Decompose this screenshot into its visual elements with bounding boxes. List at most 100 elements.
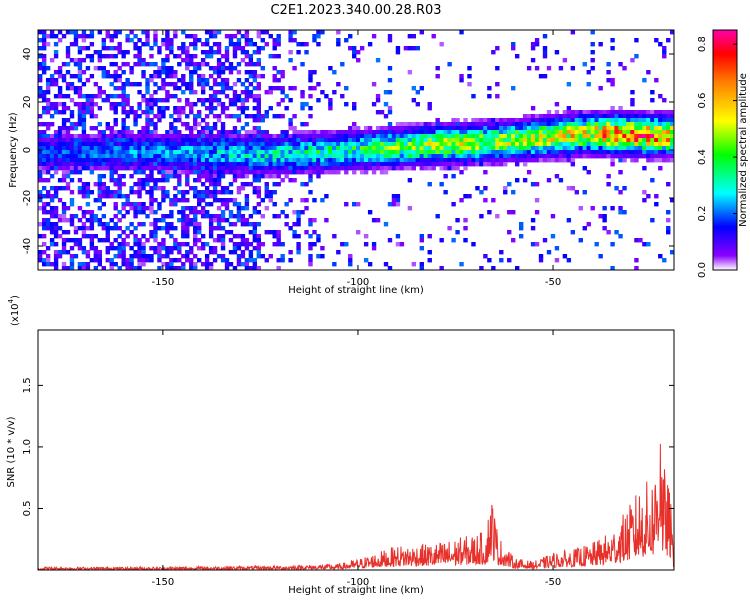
heatmap-cell bbox=[344, 142, 349, 147]
heatmap-cell bbox=[129, 150, 134, 155]
heatmap-cell bbox=[220, 78, 226, 83]
heatmap-cell bbox=[169, 258, 174, 263]
heatmap-cell bbox=[53, 78, 59, 83]
heatmap-cell bbox=[133, 110, 138, 115]
heatmap-cell bbox=[149, 166, 154, 171]
heatmap-cell bbox=[650, 126, 655, 131]
heatmap-cell bbox=[240, 110, 246, 115]
heatmap-cell bbox=[650, 146, 655, 151]
heatmap-cell bbox=[200, 162, 206, 167]
heatmap-cell bbox=[403, 122, 409, 127]
heatmap-cell bbox=[423, 130, 428, 135]
heatmap-cell bbox=[654, 130, 659, 135]
heatmap-cell bbox=[220, 146, 226, 151]
heatmap-cell bbox=[304, 182, 309, 187]
heatmap-cell bbox=[304, 130, 309, 135]
heatmap-cell bbox=[200, 154, 206, 159]
heatmap-cell bbox=[320, 154, 325, 159]
heatmap-cell bbox=[264, 142, 269, 147]
heatmap-cell bbox=[415, 142, 421, 147]
heatmap-cell bbox=[630, 118, 635, 123]
heatmap-cell bbox=[491, 142, 496, 147]
heatmap-cell bbox=[312, 38, 317, 43]
heatmap-cell bbox=[197, 130, 202, 135]
heatmap-cell bbox=[300, 162, 305, 167]
heatmap-cell bbox=[264, 190, 269, 195]
heatmap-cell bbox=[610, 138, 615, 143]
heatmap-cell bbox=[228, 42, 234, 47]
heatmap-cell bbox=[38, 142, 43, 147]
heatmap-cell bbox=[479, 118, 484, 123]
heatmap-cell bbox=[308, 130, 313, 135]
heatmap-cell bbox=[89, 258, 95, 263]
heatmap-cell bbox=[471, 146, 476, 151]
heatmap-cell bbox=[236, 42, 242, 47]
heatmap-cell bbox=[467, 142, 472, 147]
heatmap-cell bbox=[73, 42, 79, 47]
heatmap-cell bbox=[189, 262, 194, 267]
heatmap-cell bbox=[208, 190, 214, 195]
heatmap-cell bbox=[467, 194, 472, 199]
heatmap-cell bbox=[204, 78, 210, 83]
heatmap-cell bbox=[236, 186, 242, 191]
heatmap-cell bbox=[65, 86, 71, 91]
heatmap-cell bbox=[105, 250, 110, 255]
heatmap-cell bbox=[204, 50, 210, 55]
heatmap-cell bbox=[165, 174, 170, 179]
heatmap-cell bbox=[610, 130, 615, 135]
heatmap-cell bbox=[260, 198, 265, 203]
heatmap-cell bbox=[522, 154, 528, 159]
heatmap-cell bbox=[121, 202, 126, 207]
heatmap-cell bbox=[61, 150, 67, 155]
heatmap-cell bbox=[618, 190, 623, 195]
heatmap-cell bbox=[121, 70, 126, 75]
heatmap-cell bbox=[185, 102, 190, 107]
heatmap-cell bbox=[121, 130, 126, 135]
heatmap-cell bbox=[177, 190, 182, 195]
heatmap-cell bbox=[193, 234, 198, 239]
heatmap-cell bbox=[487, 146, 492, 151]
heatmap-cell bbox=[208, 234, 214, 239]
heatmap-cell bbox=[169, 42, 174, 47]
heatmap-cell bbox=[570, 162, 576, 167]
heatmap-cell bbox=[499, 118, 504, 123]
heatmap-cell bbox=[153, 130, 158, 135]
heatmap-cell bbox=[173, 94, 178, 99]
heatmap-cell bbox=[157, 118, 162, 123]
heatmap-cell bbox=[197, 190, 202, 195]
heatmap-cell bbox=[276, 150, 281, 155]
heatmap-cell bbox=[93, 218, 99, 223]
heatmap-cell bbox=[224, 186, 230, 191]
heatmap-cell bbox=[145, 134, 150, 139]
heatmap-cell bbox=[467, 134, 472, 139]
heatmap-cell bbox=[141, 186, 146, 191]
heatmap-cell bbox=[197, 158, 202, 163]
heatmap-cell bbox=[41, 206, 47, 211]
heatmap-cell bbox=[606, 122, 611, 127]
heatmap-cell bbox=[272, 190, 277, 195]
heatmap-cell bbox=[526, 150, 532, 155]
heatmap-cell bbox=[666, 134, 671, 139]
heatmap-cell bbox=[109, 170, 114, 175]
heatmap-cell bbox=[371, 34, 377, 39]
heatmap-cell bbox=[185, 170, 190, 175]
heatmap-cell bbox=[77, 266, 83, 270]
heatmap-cell bbox=[157, 114, 162, 119]
heatmap-cell bbox=[113, 254, 118, 259]
heatmap-cell bbox=[642, 78, 647, 83]
heatmap-cell bbox=[125, 234, 130, 239]
heatmap-cell bbox=[363, 154, 369, 159]
heatmap-cell bbox=[471, 122, 476, 127]
heatmap-cell bbox=[73, 238, 79, 243]
heatmap-cell bbox=[439, 142, 444, 147]
heatmap-cell bbox=[522, 126, 528, 131]
heatmap-cell bbox=[85, 166, 91, 171]
heatmap-cell bbox=[77, 66, 83, 71]
heatmap-cell bbox=[467, 154, 472, 159]
heatmap-cell bbox=[654, 118, 659, 123]
heatmap-cell bbox=[61, 154, 67, 159]
heatmap-cell bbox=[125, 194, 130, 199]
heatmap-cell bbox=[53, 150, 59, 155]
heatmap-cell bbox=[145, 34, 150, 39]
heatmap-cell bbox=[463, 158, 468, 163]
